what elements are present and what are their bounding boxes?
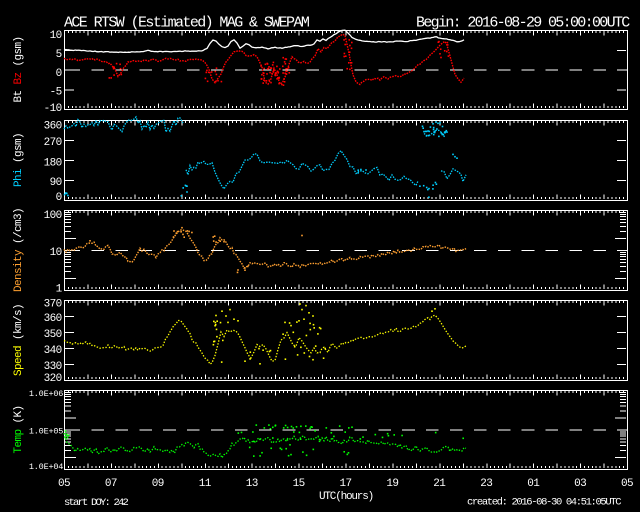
svg-text:0: 0	[56, 192, 62, 204]
svg-text:Phi (gsm): Phi (gsm)	[13, 133, 25, 187]
svg-text:100: 100	[44, 210, 62, 222]
svg-text:Begin: 2016-08-29 05:00:00UTC: Begin: 2016-08-29 05:00:00UTC	[416, 14, 630, 31]
svg-text:-5: -5	[50, 87, 62, 99]
svg-text:created: 2016-08-30 04:51:05UT: created: 2016-08-30 04:51:05UTC	[467, 496, 621, 508]
svg-text:Density (/cm3): Density (/cm3)	[13, 208, 25, 292]
svg-text:07: 07	[105, 478, 117, 490]
svg-text:1.0E+04: 1.0E+04	[29, 462, 63, 472]
svg-text:ACE RTSW (Estimated) MAG & SWE: ACE RTSW (Estimated) MAG & SWEPAM	[64, 14, 310, 31]
svg-text:13: 13	[246, 478, 258, 490]
svg-text:340: 340	[44, 345, 62, 357]
svg-text:-10: -10	[44, 103, 62, 115]
svg-text:Speed (km/s): Speed (km/s)	[13, 304, 25, 376]
svg-text:5: 5	[56, 49, 62, 61]
svg-text:1.0E+06: 1.0E+06	[29, 389, 63, 399]
svg-text:330: 330	[44, 361, 62, 373]
svg-text:09: 09	[152, 478, 164, 490]
svg-text:05: 05	[621, 478, 633, 490]
svg-text:01: 01	[527, 478, 540, 490]
svg-text:10: 10	[50, 30, 62, 42]
svg-text:03: 03	[574, 478, 586, 490]
svg-text:23: 23	[480, 478, 492, 490]
svg-text:start DOY: 242: start DOY: 242	[64, 497, 129, 509]
svg-text:Temp (K): Temp (K)	[13, 405, 25, 453]
svg-text:360: 360	[44, 313, 62, 325]
svg-text:10: 10	[50, 247, 62, 259]
svg-text:17: 17	[339, 478, 351, 490]
svg-text:05: 05	[58, 478, 70, 490]
svg-text:19: 19	[386, 478, 398, 490]
svg-text:11: 11	[199, 478, 212, 490]
svg-text:320: 320	[44, 373, 62, 385]
svg-text:1.0E+05: 1.0E+05	[29, 427, 63, 437]
svg-text:0: 0	[56, 68, 62, 80]
svg-text:360: 360	[44, 120, 62, 132]
svg-text:UTC(hours): UTC(hours)	[319, 491, 373, 503]
svg-text:Bt Bz (gsm): Bt Bz (gsm)	[13, 36, 25, 102]
svg-text:370: 370	[44, 299, 62, 311]
svg-text:270: 270	[44, 137, 62, 149]
svg-text:350: 350	[44, 329, 62, 341]
svg-text:1: 1	[56, 284, 63, 296]
svg-text:21: 21	[433, 478, 446, 490]
svg-text:180: 180	[44, 158, 62, 170]
svg-text:90: 90	[50, 177, 62, 189]
svg-text:15: 15	[293, 478, 305, 490]
